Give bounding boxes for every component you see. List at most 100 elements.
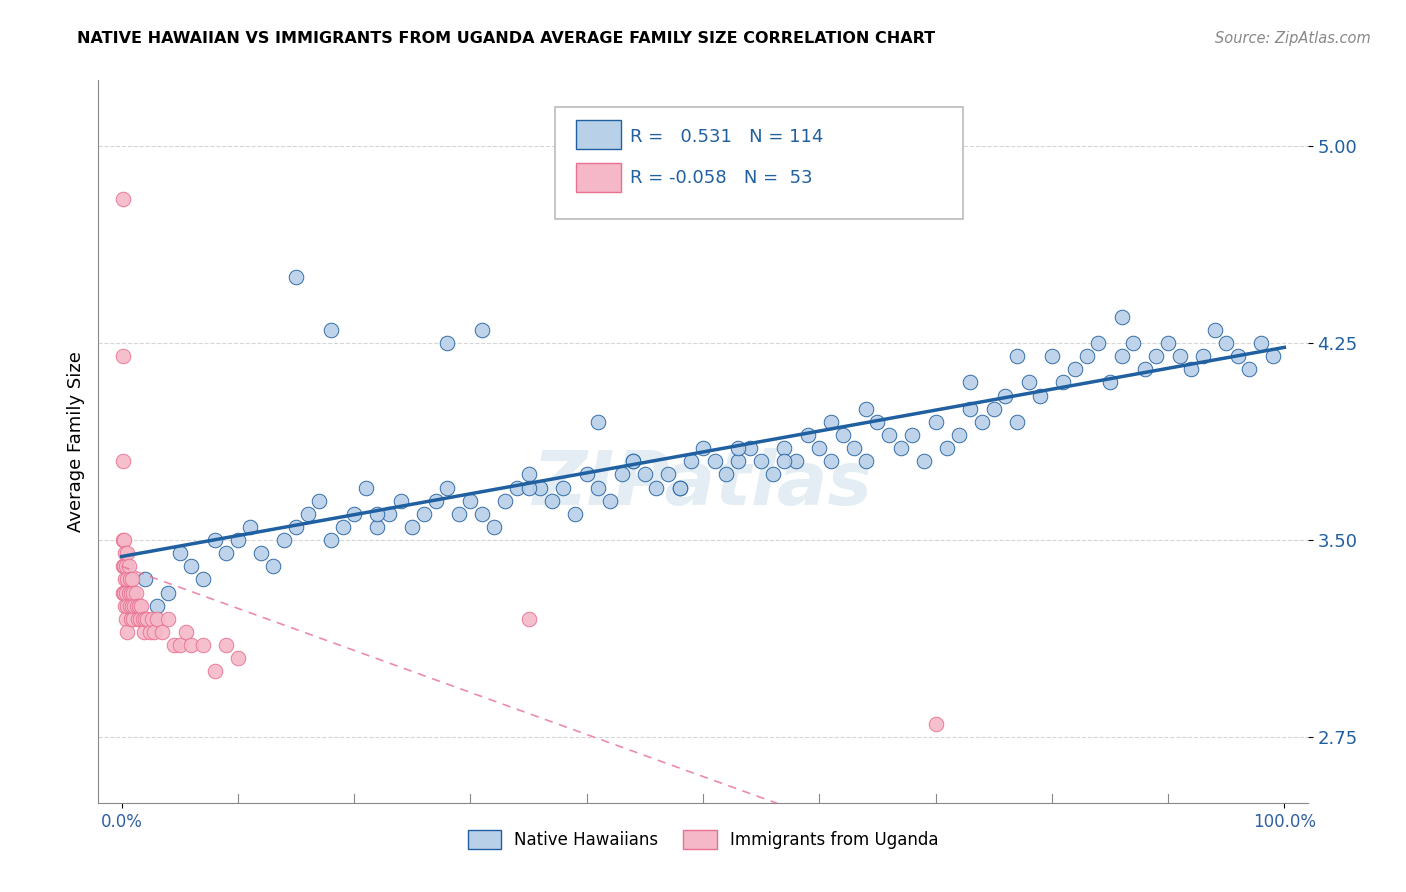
- Point: [621, 454, 644, 468]
- Point: [297, 507, 319, 521]
- Point: [890, 441, 912, 455]
- Text: Source: ZipAtlas.com: Source: ZipAtlas.com: [1215, 31, 1371, 46]
- Text: R =   0.531   N = 114: R = 0.531 N = 114: [630, 128, 824, 145]
- Point: [111, 533, 134, 547]
- Point: [354, 481, 377, 495]
- Point: [855, 454, 877, 468]
- Point: [994, 388, 1017, 402]
- Point: [1076, 349, 1098, 363]
- Point: [1133, 362, 1156, 376]
- Point: [703, 454, 725, 468]
- Point: [1122, 336, 1144, 351]
- Point: [239, 520, 262, 534]
- Point: [855, 401, 877, 416]
- Point: [413, 507, 436, 521]
- Point: [117, 546, 139, 560]
- Point: [157, 612, 180, 626]
- Point: [738, 441, 761, 455]
- Legend: Native Hawaiians, Immigrants from Uganda: Native Hawaiians, Immigrants from Uganda: [461, 823, 945, 856]
- Point: [1204, 323, 1226, 337]
- Point: [1052, 376, 1074, 390]
- Point: [215, 638, 238, 652]
- Point: [773, 441, 796, 455]
- Point: [117, 573, 139, 587]
- Point: [425, 493, 447, 508]
- Point: [180, 638, 202, 652]
- Point: [924, 717, 946, 731]
- Point: [970, 415, 993, 429]
- Point: [332, 520, 354, 534]
- Point: [762, 467, 785, 482]
- Point: [668, 481, 690, 495]
- Point: [716, 467, 738, 482]
- Point: [125, 599, 148, 613]
- Point: [588, 481, 610, 495]
- Point: [114, 573, 136, 587]
- Point: [226, 651, 249, 665]
- Point: [517, 467, 540, 482]
- Point: [191, 638, 214, 652]
- Point: [118, 559, 141, 574]
- Point: [1018, 376, 1040, 390]
- Point: [131, 612, 153, 626]
- Point: [114, 599, 136, 613]
- Point: [134, 612, 156, 626]
- Point: [118, 599, 141, 613]
- Point: [111, 192, 134, 206]
- Point: [1005, 415, 1028, 429]
- Point: [129, 612, 152, 626]
- Point: [128, 599, 150, 613]
- Point: [1168, 349, 1191, 363]
- Point: [343, 507, 366, 521]
- Point: [122, 612, 145, 626]
- Point: [959, 376, 981, 390]
- Point: [169, 546, 191, 560]
- Text: ZIPatlas: ZIPatlas: [533, 449, 873, 522]
- Point: [114, 546, 136, 560]
- Point: [366, 507, 388, 521]
- Point: [1111, 310, 1133, 324]
- Point: [226, 533, 249, 547]
- Point: [111, 559, 134, 574]
- Point: [645, 481, 668, 495]
- Point: [180, 559, 202, 574]
- Point: [959, 401, 981, 416]
- Point: [117, 625, 139, 640]
- Point: [681, 454, 703, 468]
- Point: [191, 573, 214, 587]
- Point: [366, 520, 388, 534]
- Point: [912, 454, 935, 468]
- Point: [111, 454, 134, 468]
- Point: [749, 454, 772, 468]
- Point: [506, 481, 529, 495]
- Point: [436, 336, 458, 351]
- Point: [143, 625, 166, 640]
- Point: [948, 428, 970, 442]
- Point: [460, 493, 482, 508]
- Point: [668, 481, 690, 495]
- Point: [901, 428, 924, 442]
- Point: [145, 612, 167, 626]
- Point: [124, 585, 146, 599]
- Point: [319, 533, 342, 547]
- Point: [169, 638, 191, 652]
- Point: [308, 493, 330, 508]
- Point: [553, 481, 575, 495]
- Point: [517, 612, 540, 626]
- Point: [1192, 349, 1215, 363]
- Point: [831, 428, 853, 442]
- Point: [1144, 349, 1167, 363]
- Point: [540, 493, 562, 508]
- Point: [118, 585, 141, 599]
- Text: NATIVE HAWAIIAN VS IMMIGRANTS FROM UGANDA AVERAGE FAMILY SIZE CORRELATION CHART: NATIVE HAWAIIAN VS IMMIGRANTS FROM UGAND…: [77, 31, 935, 46]
- Point: [1250, 336, 1272, 351]
- Point: [599, 493, 621, 508]
- Point: [844, 441, 866, 455]
- Point: [471, 507, 494, 521]
- Point: [319, 323, 342, 337]
- Point: [115, 612, 138, 626]
- Point: [1005, 349, 1028, 363]
- Point: [285, 520, 308, 534]
- Point: [117, 599, 139, 613]
- Point: [983, 401, 1005, 416]
